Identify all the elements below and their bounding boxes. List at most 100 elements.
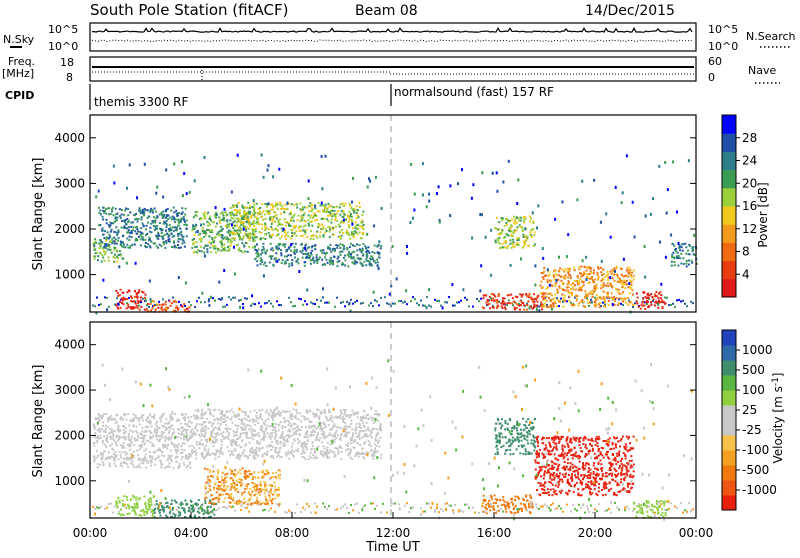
noise-panel: N.Sky 10^5 10^0 10^5 10^0 N.Search: [3, 23, 796, 53]
data-cell: [133, 307, 135, 309]
data-cell: [236, 456, 238, 458]
data-cell: [290, 415, 292, 417]
data-cell: [103, 450, 105, 452]
data-cell: [660, 297, 662, 299]
data-cell: [559, 267, 561, 269]
data-cell: [106, 308, 108, 311]
data-cell: [125, 219, 127, 221]
data-cell: [660, 294, 662, 296]
data-cell: [232, 237, 234, 239]
data-cell: [147, 303, 149, 305]
data-cell: [617, 277, 619, 279]
data-cell: [231, 223, 233, 226]
data-cell: [250, 431, 252, 433]
data-cell: [511, 234, 513, 236]
data-cell: [510, 225, 512, 227]
data-cell: [674, 306, 676, 308]
data-cell: [232, 227, 234, 229]
data-cell: [624, 297, 626, 299]
data-cell: [207, 451, 209, 453]
data-cell: [614, 300, 616, 302]
data-cell: [114, 505, 116, 507]
data-cell: [342, 505, 344, 507]
data-cell: [297, 418, 299, 420]
data-cell: [545, 296, 547, 298]
data-cell: [285, 225, 287, 227]
data-cell: [668, 304, 670, 306]
data-cell: [285, 249, 287, 252]
data-cell: [349, 238, 351, 240]
data-cell: [116, 260, 118, 262]
data-cell: [348, 234, 350, 236]
data-cell: [208, 299, 210, 302]
data-cell: [622, 286, 624, 288]
data-cell: [251, 206, 253, 208]
data-cell: [100, 437, 102, 439]
data-cell: [556, 507, 558, 509]
data-cell: [678, 299, 680, 301]
data-cell: [211, 425, 213, 427]
data-cell: [270, 438, 272, 440]
data-cell: [598, 503, 600, 505]
data-cell: [516, 202, 518, 205]
data-cell: [137, 296, 139, 298]
data-cell: [322, 204, 324, 206]
data-cell: [260, 413, 262, 415]
data-cell: [644, 304, 646, 306]
data-cell: [346, 425, 348, 427]
data-cell: [160, 466, 162, 468]
data-cell: [162, 229, 164, 231]
data-cell: [672, 160, 674, 163]
data-cell: [228, 505, 230, 507]
data-cell: [372, 305, 374, 307]
data-cell: [170, 210, 172, 212]
data-cell: [157, 238, 159, 240]
data-cell: [294, 416, 296, 418]
data-cell: [194, 427, 196, 429]
data-cell: [334, 433, 336, 435]
data-cell: [426, 503, 428, 505]
data-cell: [328, 302, 330, 304]
data-cell: [205, 429, 207, 431]
data-cell: [272, 249, 274, 251]
data-cell: [151, 456, 153, 458]
data-cell: [201, 429, 203, 431]
data-cell: [241, 419, 243, 421]
data-cell: [365, 264, 367, 266]
data-cell: [382, 503, 384, 505]
data-cell: [508, 299, 510, 301]
data-cell: [260, 260, 262, 262]
data-cell: [248, 228, 250, 230]
data-cell: [363, 261, 365, 263]
data-cell: [404, 505, 406, 507]
data-cell: [607, 292, 609, 294]
data-cell: [270, 257, 272, 260]
data-cell: [562, 289, 564, 291]
data-cell: [247, 251, 249, 253]
data-cell: [648, 306, 650, 308]
data-cell: [546, 304, 548, 306]
data-cell: [205, 450, 207, 452]
data-cell: [504, 246, 506, 248]
data-cell: [168, 437, 170, 439]
data-cell: [358, 512, 360, 514]
data-cell: [328, 452, 330, 454]
data-cell: [112, 433, 114, 435]
data-cell: [543, 278, 545, 280]
data-cell: [215, 206, 217, 209]
data-cell: [296, 430, 298, 432]
data-cell: [356, 212, 358, 214]
data-cell: [96, 418, 98, 420]
data-cell: [353, 236, 355, 238]
data-cell: [622, 299, 624, 301]
data-cell: [361, 220, 363, 222]
data-cell: [627, 297, 629, 299]
data-cell: [227, 246, 229, 248]
data-cell: [115, 441, 117, 443]
data-cell: [127, 221, 129, 223]
data-cell: [579, 272, 581, 274]
data-cell: [326, 218, 328, 220]
data-cell: [234, 238, 236, 240]
data-cell: [306, 433, 308, 435]
data-cell: [545, 292, 547, 294]
